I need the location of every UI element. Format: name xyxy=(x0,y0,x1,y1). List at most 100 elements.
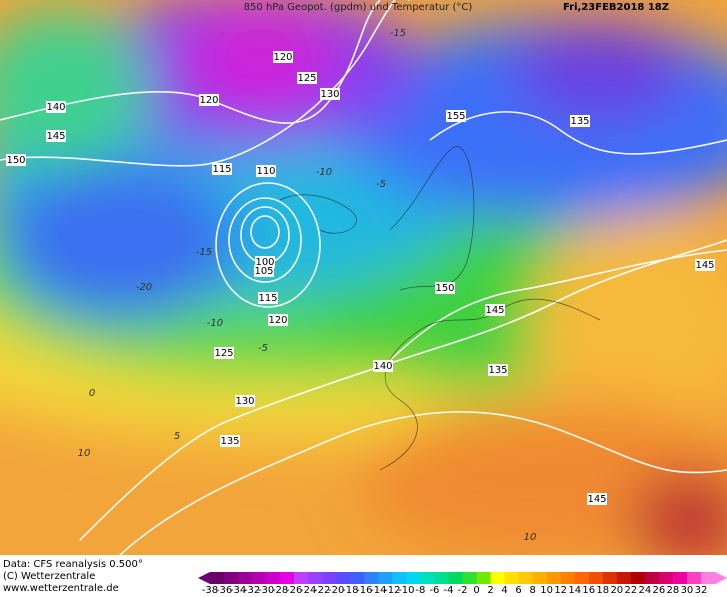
temperature-label: -10 xyxy=(316,167,332,178)
label-box xyxy=(488,364,508,376)
colorbar-swatch xyxy=(406,572,421,584)
geopotential-label: 130 xyxy=(235,396,254,407)
geopotential-label: 125 xyxy=(297,73,316,84)
temperature-label: -15 xyxy=(196,247,212,258)
colorbar-label: -36 xyxy=(216,585,232,593)
colorbar-swatch xyxy=(462,572,478,584)
colorbar-label: 2 xyxy=(487,585,493,593)
colorbar-swatch xyxy=(644,572,660,584)
geopotential-label: 135 xyxy=(220,436,239,447)
label-box xyxy=(235,395,255,407)
geopotential-label: 115 xyxy=(258,293,277,304)
map-title: 850 hPa Geopot. (gpdm) und Temperatur (°… xyxy=(244,2,473,13)
colorbar-swatch xyxy=(336,572,351,584)
label-box xyxy=(220,435,240,447)
colorbar-arrow-right xyxy=(715,572,727,584)
label-box xyxy=(256,165,276,177)
colorbar-swatch xyxy=(238,572,253,584)
temperature-label: 10 xyxy=(78,448,91,459)
label-box xyxy=(46,101,66,113)
label-box xyxy=(212,163,232,175)
colorbar-swatch xyxy=(420,572,435,584)
label-box xyxy=(570,115,590,127)
temperature-label: -5 xyxy=(376,179,386,190)
label-box xyxy=(435,282,455,294)
geopotential-label: 120 xyxy=(273,52,292,63)
colorbar-swatch xyxy=(616,572,632,584)
colorbar-label: -28 xyxy=(272,585,288,593)
colorbar-label: 6 xyxy=(515,585,521,593)
colorbar-label: 16 xyxy=(582,585,595,593)
website: www.wetterzentrale.de xyxy=(3,583,119,593)
colorbar-swatch xyxy=(448,572,463,584)
map-field xyxy=(0,0,727,555)
colorbar-label: 26 xyxy=(653,585,666,593)
colorbar-label: -14 xyxy=(370,585,386,593)
colorbar-label: 0 xyxy=(473,585,479,593)
colorbar-swatch xyxy=(280,572,295,584)
colorbar-label: -24 xyxy=(300,585,316,593)
colorbar-label: -20 xyxy=(328,585,344,593)
label-box xyxy=(258,292,278,304)
colorbar-swatch xyxy=(308,572,323,584)
colorbar-swatch xyxy=(602,572,618,584)
temperature-label: 0 xyxy=(89,388,95,399)
colorbar-swatch xyxy=(546,572,562,584)
geopotential-label: 105 xyxy=(254,266,273,277)
temperature-label: 5 xyxy=(174,431,180,442)
label-box xyxy=(214,347,234,359)
colorbar-swatch xyxy=(378,572,393,584)
colorbar-label: -18 xyxy=(342,585,358,593)
colorbar-label: -10 xyxy=(398,585,414,593)
label-box xyxy=(695,259,715,271)
geopotential-label: 145 xyxy=(695,260,714,271)
colorbar-arrow-left xyxy=(198,572,210,584)
colorbar-swatch xyxy=(700,572,716,584)
map-date: Fri,23FEB2018 18Z xyxy=(563,2,669,13)
colorbar-label: -4 xyxy=(443,585,453,593)
colorbar-swatch xyxy=(322,572,337,584)
colorbar-label: 30 xyxy=(681,585,694,593)
colorbar-swatch xyxy=(518,572,534,584)
colorbar-swatch xyxy=(658,572,674,584)
colorbar-swatch xyxy=(490,572,506,584)
colorbar-label: 4 xyxy=(501,585,507,593)
label-box xyxy=(587,493,607,505)
geopotential-label: 145 xyxy=(587,494,606,505)
colorbar-swatch xyxy=(392,572,407,584)
colorbar-label: 28 xyxy=(667,585,680,593)
colorbar-label: -16 xyxy=(356,585,372,593)
label-box xyxy=(373,360,393,372)
geopotential-label: 100 xyxy=(255,257,274,268)
colorbar-swatch xyxy=(588,572,604,584)
colorbar-swatch xyxy=(364,572,379,584)
colorbar-label: -34 xyxy=(230,585,246,593)
colorbar-label: 14 xyxy=(568,585,581,593)
colorbar-label: -30 xyxy=(258,585,274,593)
label-box xyxy=(485,304,505,316)
geopotential-label: 125 xyxy=(214,348,233,359)
colorbar-swatch xyxy=(294,572,309,584)
colorbar-swatch xyxy=(350,572,365,584)
colorbar-swatch xyxy=(266,572,281,584)
temperature-label: -15 xyxy=(390,28,406,39)
label-box xyxy=(199,94,219,106)
geopotential-label: 120 xyxy=(268,315,287,326)
colorbar-swatch xyxy=(574,572,590,584)
colorbar-swatch xyxy=(504,572,520,584)
colorbar-label: 22 xyxy=(624,585,637,593)
colorbar-label: 18 xyxy=(596,585,609,593)
colorbar-label: -2 xyxy=(458,585,468,593)
label-box xyxy=(320,88,340,100)
colorbar-label: -8 xyxy=(415,585,425,593)
colorbar-swatch xyxy=(224,572,239,584)
geopotential-label: 155 xyxy=(446,111,465,122)
label-box xyxy=(46,130,66,142)
label-box xyxy=(254,265,274,277)
copyright: (C) Wetterzentrale xyxy=(3,571,95,582)
colorbar-label: -38 xyxy=(202,585,218,593)
colorbar-swatch xyxy=(560,572,576,584)
colorbar-swatch xyxy=(532,572,548,584)
colorbar-label: 20 xyxy=(610,585,623,593)
label-box xyxy=(273,51,293,63)
